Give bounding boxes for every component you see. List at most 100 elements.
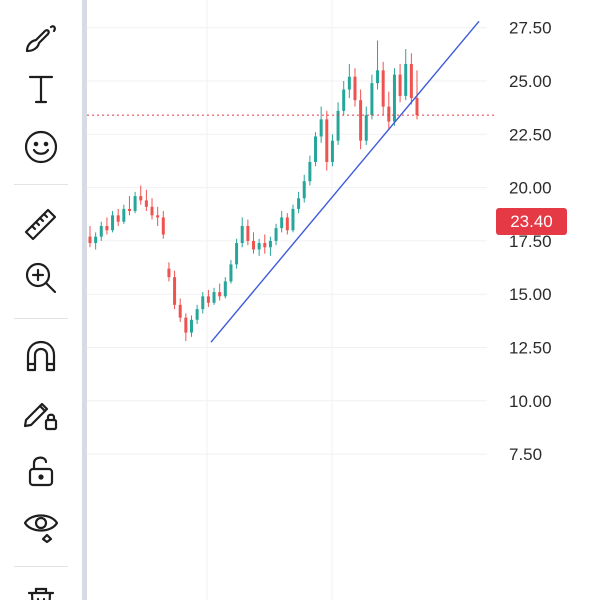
candle <box>359 89 363 150</box>
candle <box>161 211 165 239</box>
candle-body <box>274 228 278 241</box>
candle <box>404 49 408 101</box>
candle-body <box>167 268 171 278</box>
drawing-toolbar <box>0 0 82 600</box>
candle-body <box>308 162 312 182</box>
candle <box>206 289 210 307</box>
candle-body <box>409 63 413 99</box>
candle-body <box>347 76 351 90</box>
candle <box>156 206 160 226</box>
candle <box>88 225 92 248</box>
text-tool-icon[interactable] <box>18 66 64 112</box>
candle-body <box>212 292 216 303</box>
toolbar-divider <box>14 566 68 567</box>
candle <box>127 196 131 216</box>
candle <box>111 211 115 233</box>
price-tick-label: 25.00 <box>509 72 552 91</box>
price-tick-label: 12.50 <box>509 339 552 358</box>
trash-icon[interactable] <box>18 578 64 600</box>
candle-body <box>325 119 329 163</box>
candle <box>387 91 391 131</box>
candle-body <box>99 225 103 237</box>
candle <box>223 277 227 299</box>
candle <box>291 204 295 233</box>
candle <box>370 74 374 120</box>
zoom-in-icon[interactable] <box>18 255 64 301</box>
candle-body <box>173 277 177 305</box>
candle-body <box>398 74 402 96</box>
toolbar-divider <box>14 184 68 185</box>
candle <box>235 238 239 269</box>
candle-body <box>319 119 323 137</box>
candle <box>263 234 267 254</box>
candle <box>201 292 205 314</box>
candle <box>257 238 261 256</box>
candle-body <box>94 236 98 244</box>
candle-body <box>161 217 165 235</box>
candle <box>184 313 188 342</box>
lock-drawings-icon[interactable] <box>18 390 64 436</box>
candle-body <box>144 200 148 207</box>
candle-body <box>150 206 154 216</box>
candle-body <box>330 140 334 163</box>
candle-body <box>314 136 318 163</box>
candle <box>122 204 126 224</box>
candle-body <box>415 98 419 116</box>
candle-series <box>88 40 419 342</box>
unlock-icon[interactable] <box>18 448 64 494</box>
candle <box>398 63 402 103</box>
candle <box>376 40 380 90</box>
candle-body <box>364 115 368 141</box>
emoji-icon[interactable] <box>18 124 64 170</box>
candle <box>116 208 120 226</box>
candle-body <box>184 317 188 333</box>
candle <box>342 81 346 116</box>
candle <box>314 132 318 167</box>
toolbar-edge <box>82 0 87 600</box>
candle <box>319 106 323 143</box>
candle <box>285 213 289 235</box>
candle <box>195 304 199 325</box>
candle <box>246 219 250 246</box>
candle <box>218 283 222 301</box>
candle <box>94 232 98 250</box>
candle <box>167 262 171 282</box>
price-tick-label: 17.50 <box>509 232 552 251</box>
chart-grid <box>87 0 487 600</box>
eye-icon[interactable] <box>18 503 64 549</box>
candle-body <box>229 264 233 282</box>
candle-body <box>116 215 120 222</box>
candle-body <box>252 240 255 250</box>
candle <box>105 217 109 235</box>
candle-body <box>88 236 92 244</box>
magnet-icon[interactable] <box>18 333 64 379</box>
price-chart[interactable]: 32.5030.0027.5025.0022.5020.0017.5015.00… <box>87 0 600 600</box>
candle-body <box>263 243 267 248</box>
candle-body <box>336 110 340 141</box>
trend-line[interactable] <box>210 20 480 343</box>
candle-body <box>376 70 380 84</box>
candle <box>308 155 312 186</box>
candle <box>409 53 413 105</box>
candle-body <box>218 292 222 297</box>
candle-body <box>201 296 205 310</box>
candle <box>212 287 216 305</box>
candle <box>252 232 255 254</box>
price-axis: 32.5030.0027.5025.0022.5020.0017.5015.00… <box>509 19 552 464</box>
brush-icon[interactable] <box>18 16 64 62</box>
candle-body <box>139 196 143 201</box>
ruler-icon[interactable] <box>18 200 64 246</box>
candle <box>280 211 284 233</box>
price-tick-label: 20.00 <box>509 179 552 198</box>
candle <box>189 315 193 337</box>
candle <box>274 223 278 246</box>
candle-body <box>156 215 160 218</box>
candle-body <box>240 225 244 244</box>
candle-body <box>246 225 250 241</box>
candle <box>330 134 334 167</box>
candle-body <box>359 100 363 141</box>
candle <box>392 68 396 126</box>
candle-body <box>404 63 408 96</box>
candle-body <box>381 70 385 107</box>
candle-body <box>370 83 374 116</box>
